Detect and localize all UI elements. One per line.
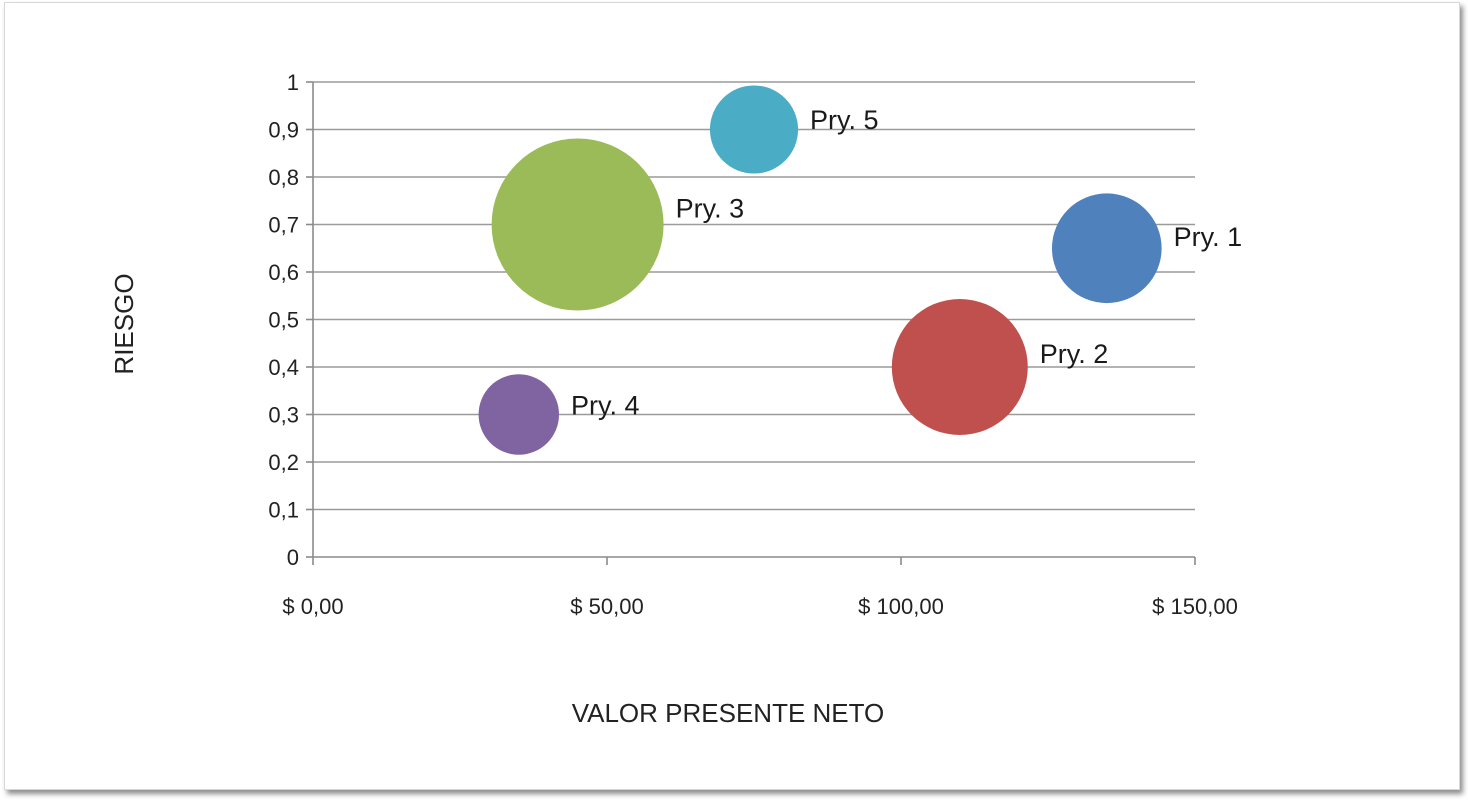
bubble-labels: Pry. 3 Pry. 2 Pry. 1 Pry. 5 Pry. 4 (571, 105, 1242, 421)
y-tick-label: 0,5 (268, 308, 299, 333)
y-tick-label: 0,6 (268, 260, 299, 285)
y-tick-label: 0,9 (268, 118, 299, 143)
x-tick-label: $ 100,00 (858, 594, 944, 619)
x-axis-title: VALOR PRESENTE NETO (572, 698, 885, 728)
bubble (891, 299, 1028, 435)
x-tick-label: $ 150,00 (1152, 594, 1238, 619)
bubble (709, 85, 799, 174)
y-tick-label: 0,8 (268, 165, 299, 190)
y-axis-title: RIESGO (109, 273, 139, 374)
y-tick-label: 0,7 (268, 213, 299, 238)
bubble-label: Pry. 4 (571, 390, 640, 420)
y-tick-label: 0,4 (268, 355, 299, 380)
bubble-label: Pry. 1 (1174, 222, 1243, 252)
y-tick-label: 0,3 (268, 403, 299, 428)
y-tick-label: 0,2 (268, 450, 299, 475)
x-tick-labels: $ 0,00 $ 50,00 $ 100,00 $ 150,00 (282, 594, 1237, 619)
bubble (1051, 193, 1162, 304)
bubble-label: Pry. 2 (1040, 339, 1109, 369)
y-tick-labels: 0 0,1 0,2 0,3 0,4 0,5 0,6 0,7 0,8 0,9 1 (268, 70, 299, 570)
bubble (478, 374, 560, 455)
y-tick-label: 0,1 (268, 498, 299, 523)
x-tick-label: $ 0,00 (282, 594, 343, 619)
y-tick-label: 0 (287, 545, 299, 570)
bubbles (478, 85, 1162, 455)
bubble (491, 138, 664, 311)
bubble-label: Pry. 5 (810, 105, 879, 135)
bubble-label: Pry. 3 (676, 194, 745, 224)
x-tick-label: $ 50,00 (570, 594, 643, 619)
axes (306, 81, 1196, 565)
y-tick-label: 1 (287, 70, 299, 95)
